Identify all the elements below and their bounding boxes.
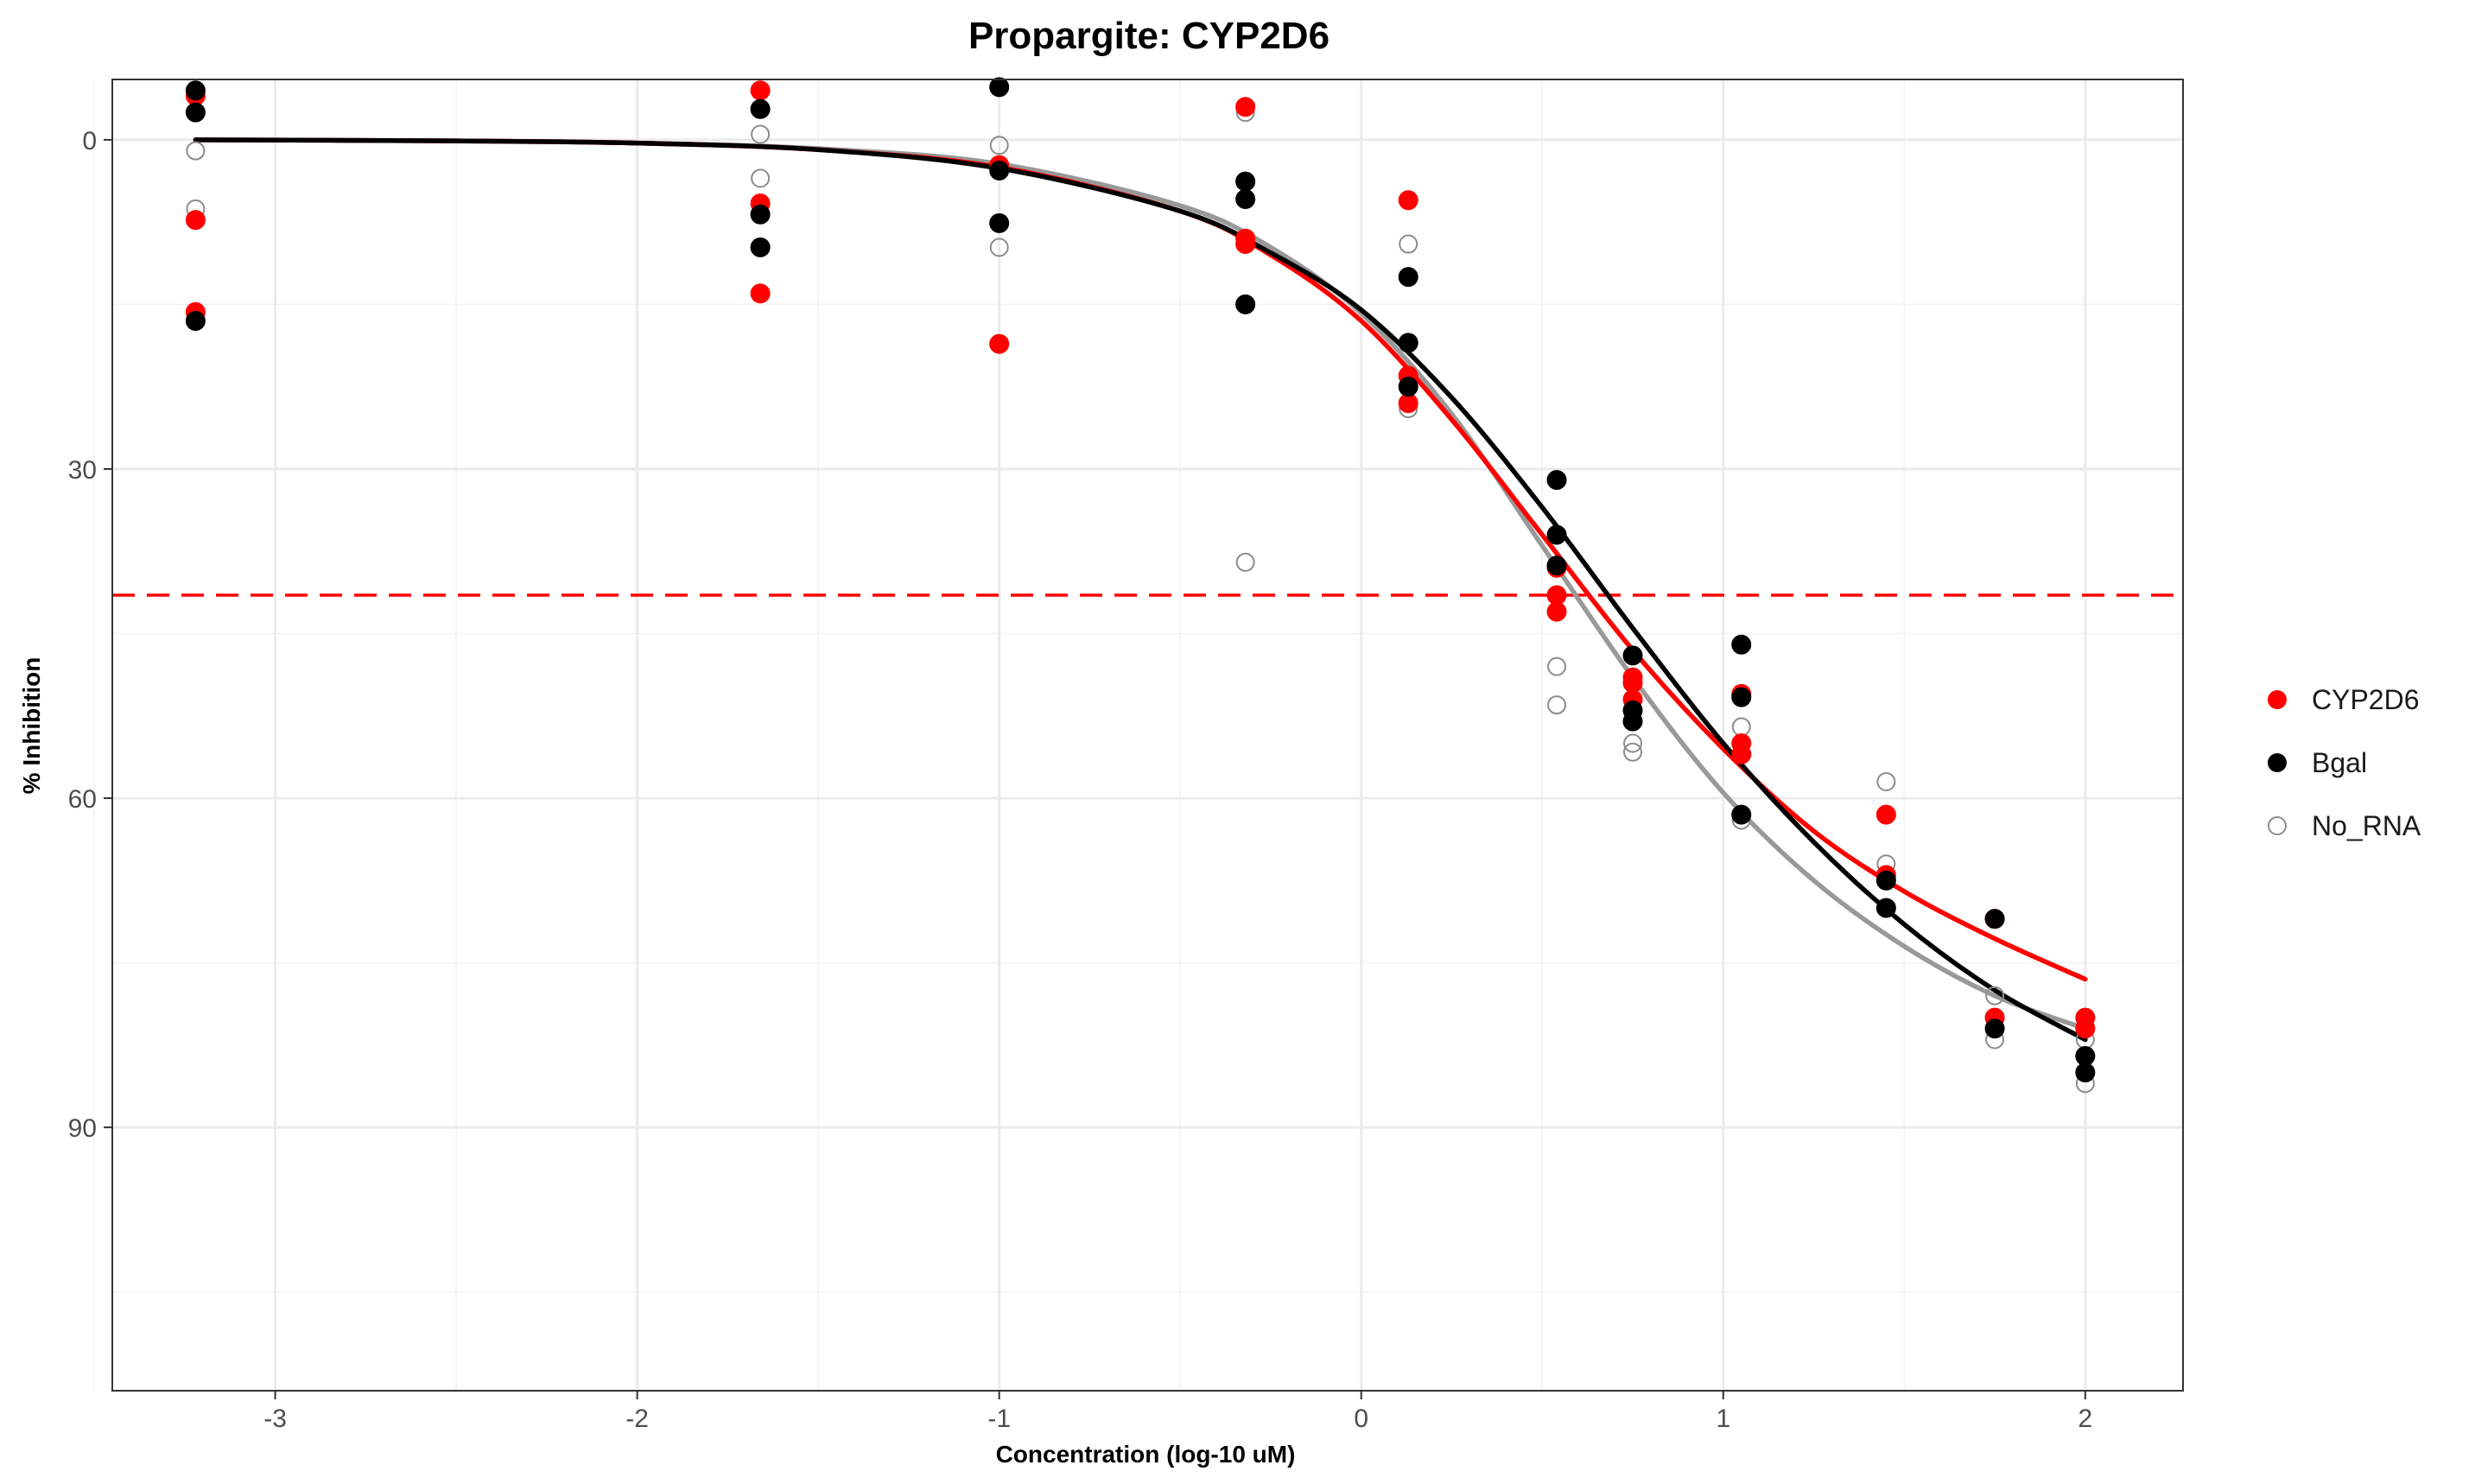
legend-label-cyp2d6: CYP2D6 (2312, 684, 2420, 715)
point-bgal (1546, 524, 1567, 545)
x-tick-label: 0 (1354, 1405, 1368, 1433)
point-bgal (1731, 634, 1752, 655)
x-tick-label: -3 (263, 1405, 287, 1433)
point-no-rna (1235, 552, 1255, 572)
point-cyp2d6 (185, 210, 206, 231)
point-cyp2d6 (1875, 804, 1896, 825)
point-no-rna (1399, 234, 1418, 254)
point-cyp2d6 (1235, 97, 1256, 117)
point-bgal (750, 237, 771, 257)
point-bgal (1546, 470, 1567, 491)
point-bgal (1731, 687, 1752, 707)
point-bgal (750, 204, 771, 225)
chart-title: Propargite: CYP2D6 (968, 15, 1330, 57)
y-tick-label: 0 (82, 127, 97, 155)
point-cyp2d6 (750, 283, 771, 304)
y-tick-label: 30 (68, 456, 97, 485)
y-axis-title: % Inhibition (18, 657, 45, 795)
point-bgal (1622, 711, 1643, 732)
x-axis-ticks: -3 -2 -1 0 1 2 (263, 1391, 2092, 1433)
point-no-rna (1547, 656, 1567, 676)
point-bgal (989, 77, 1010, 98)
point-bgal (185, 102, 206, 123)
point-no-rna (186, 141, 206, 161)
point-cyp2d6 (750, 80, 771, 101)
point-bgal (750, 98, 771, 119)
point-bgal (1398, 267, 1418, 288)
point-bgal (1235, 188, 1256, 209)
legend-key-cyp2d6 (2268, 690, 2287, 709)
x-tick-label: -2 (625, 1405, 649, 1433)
point-no-rna (989, 136, 1009, 155)
point-bgal (989, 212, 1010, 233)
y-tick-label: 60 (68, 785, 97, 814)
data-points (185, 77, 2096, 1094)
grid-minor (93, 79, 2183, 1391)
point-bgal (1984, 1018, 2005, 1039)
point-bgal (1546, 555, 1567, 576)
x-tick-label: -1 (987, 1405, 1011, 1433)
x-axis-title: Concentration (log-10 uM) (996, 1441, 1296, 1468)
point-cyp2d6 (1546, 601, 1567, 622)
point-cyp2d6 (989, 333, 1010, 354)
point-no-rna (1876, 771, 1896, 791)
x-tick-label: 1 (1716, 1405, 1730, 1433)
point-bgal (989, 160, 1010, 181)
point-bgal (185, 310, 206, 331)
point-bgal (1398, 333, 1418, 353)
point-no-rna (751, 124, 771, 144)
legend-label-no-rna: No_RNA (2312, 810, 2421, 841)
legend-key-no-rna (2268, 816, 2287, 835)
point-bgal (1398, 377, 1418, 397)
point-bgal (1235, 294, 1256, 314)
grid-major (112, 79, 2183, 1391)
point-no-rna (1547, 695, 1567, 715)
point-cyp2d6 (1398, 190, 1418, 211)
point-cyp2d6 (1731, 744, 1752, 764)
point-no-rna (1623, 742, 1643, 762)
point-cyp2d6 (2075, 1018, 2096, 1039)
point-no-rna (989, 238, 1009, 257)
point-no-rna (1623, 733, 1643, 753)
y-axis-ticks: 0 30 60 90 (68, 127, 112, 1143)
y-tick-label: 90 (68, 1114, 97, 1143)
point-bgal (2075, 1062, 2096, 1083)
point-bgal (185, 80, 206, 101)
legend: CYP2D6 Bgal No_RNA (2268, 684, 2421, 841)
point-bgal (1875, 897, 1896, 918)
point-bgal (1622, 645, 1643, 666)
point-bgal (1235, 171, 1256, 192)
point-no-rna (751, 168, 771, 188)
point-cyp2d6 (1235, 234, 1256, 255)
plot-panel-border (111, 79, 2184, 1392)
x-tick-label: 2 (2078, 1405, 2093, 1433)
fit-curve-bgal (193, 137, 2088, 1043)
legend-label-bgal: Bgal (2312, 747, 2367, 778)
point-bgal (1875, 870, 1896, 891)
fit-curves (193, 137, 2088, 1043)
legend-key-bgal (2268, 753, 2287, 772)
point-bgal (1731, 804, 1752, 825)
point-bgal (1984, 909, 2005, 929)
point-no-rna (1985, 986, 2005, 1005)
